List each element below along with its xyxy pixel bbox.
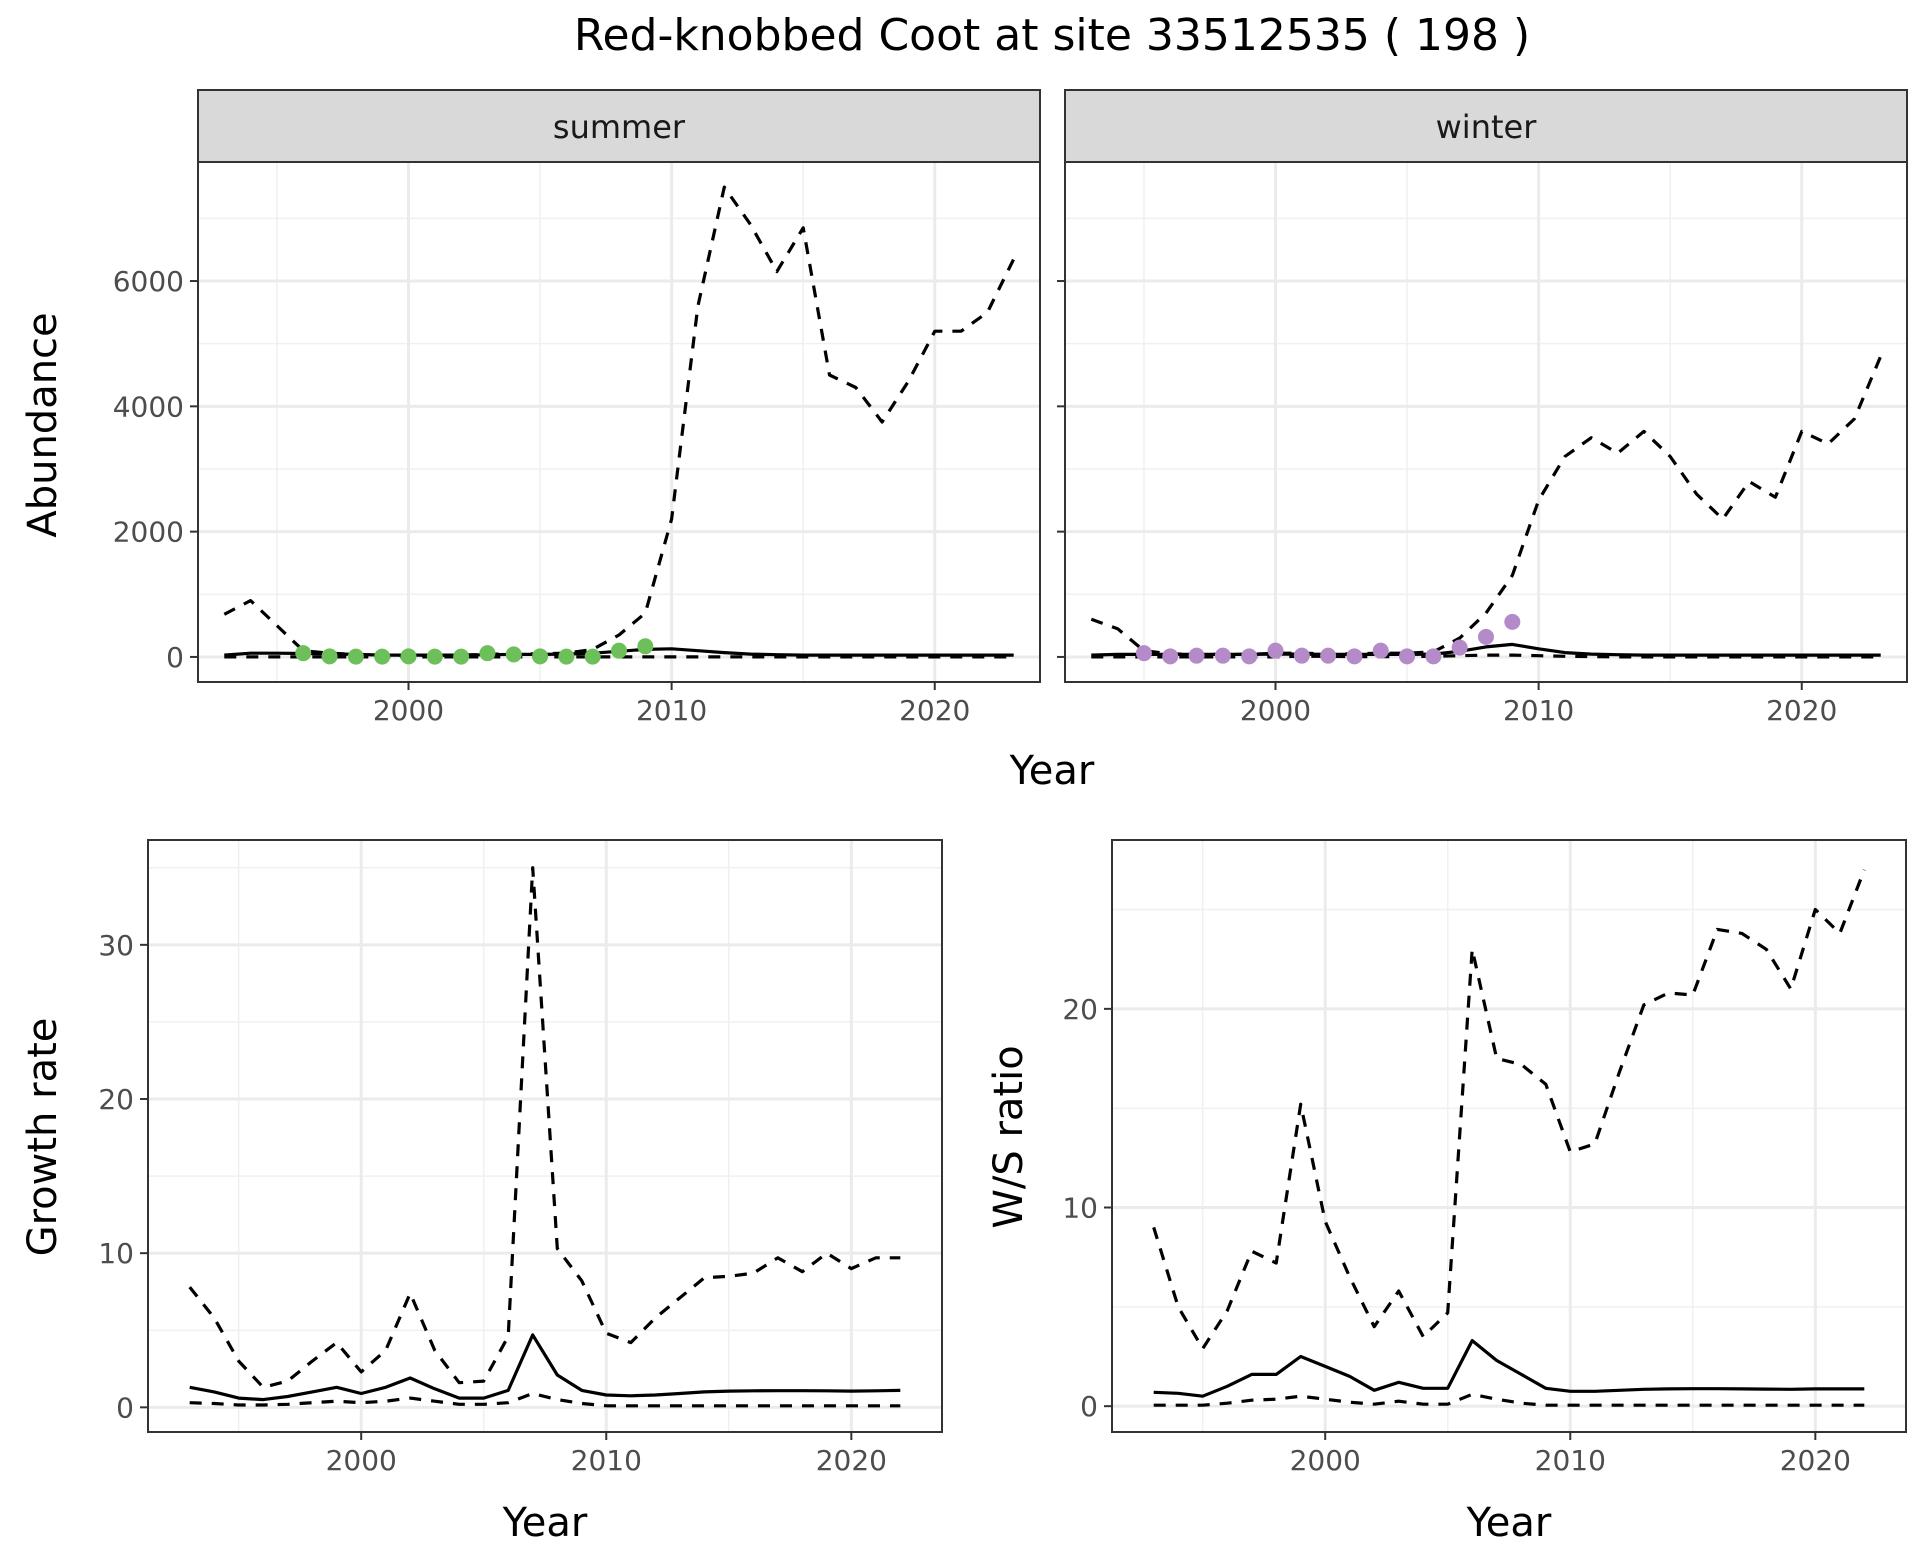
data-point-observed [584, 648, 601, 665]
data-point-observed [1504, 613, 1521, 630]
series-line-lower [1153, 1392, 1865, 1407]
series-line-mean [1153, 1338, 1865, 1398]
figure-title: Red-knobbed Coot at site 33512535 ( 198 … [574, 10, 1530, 61]
x-tick-label: 2000 [326, 1444, 397, 1477]
data-point-observed [1478, 628, 1494, 645]
data-point-observed [426, 648, 443, 665]
plot-area [1065, 162, 1907, 682]
facet-strip-summer: summer [197, 89, 1041, 163]
data-point-observed [321, 648, 338, 665]
panel-ws-ratio: 2000 2010 2020 0 10 20 [1062, 839, 1907, 1477]
data-point-observed [1214, 647, 1231, 664]
data-point-observed [295, 645, 312, 662]
data-point-observed [1425, 648, 1442, 665]
data-point-observed [558, 648, 575, 665]
series-line-lower [189, 1391, 901, 1408]
data-point-observed [611, 642, 627, 659]
facet-label-winter: winter [1436, 108, 1538, 146]
plot-area [148, 840, 942, 1432]
data-point-observed [347, 648, 364, 665]
growth-y-axis-title: Growth rate [20, 1018, 66, 1257]
plot-area [1112, 840, 1906, 1432]
data-point-observed [1346, 648, 1363, 665]
data-point-observed [1188, 647, 1205, 664]
data-point-observed [400, 648, 417, 665]
x-tick-label: 2020 [816, 1444, 887, 1477]
x-tick-label: 2020 [1766, 694, 1837, 727]
x-tick-label: 2000 [1290, 1444, 1361, 1477]
x-tick-label: 2010 [1503, 694, 1574, 727]
ws-y-axis-title: W/S ratio [986, 1045, 1032, 1228]
facet-label-summer: summer [553, 108, 686, 146]
data-point-observed [637, 638, 654, 655]
data-point-observed [1451, 639, 1468, 656]
panel-border [147, 839, 943, 1433]
data-point-observed [1320, 647, 1337, 664]
x-tick-label: 2010 [1535, 1444, 1606, 1477]
data-point-observed [1162, 648, 1179, 665]
data-point-observed [479, 645, 496, 662]
x-tick-label: 2020 [1780, 1444, 1851, 1477]
y-tick-label: 0 [116, 1391, 134, 1424]
facet-strip-winter: winter [1064, 89, 1908, 163]
data-point-observed [505, 646, 522, 663]
data-point-observed [1241, 648, 1258, 665]
panel-winter-abundance: 2000 2010 2020 [1057, 161, 1908, 727]
data-point-observed [1267, 642, 1284, 659]
panel-growth-rate: 2000 2010 2020 0 10 20 30 [98, 839, 943, 1477]
data-point-observed [1293, 647, 1310, 664]
panel-border [197, 161, 1041, 683]
top-x-axis-title: Year [1009, 748, 1095, 794]
data-point-observed [532, 648, 549, 665]
panel-border [1064, 161, 1908, 683]
series-line-mean [189, 1333, 901, 1402]
y-tick-label: 0 [1080, 1390, 1098, 1423]
x-tick-label: 2000 [373, 694, 444, 727]
ws-x-axis-title: Year [1466, 1500, 1552, 1546]
x-tick-label: 2020 [899, 694, 970, 727]
growth-x-axis-title: Year [502, 1500, 588, 1546]
y-tick-label: 10 [98, 1237, 134, 1270]
y-tick-label: 4000 [113, 390, 184, 423]
panel-summer-abundance: 2000 2010 2020 0 2000 4000 6000 [113, 161, 1041, 727]
x-tick-label: 2010 [636, 694, 707, 727]
panel-border [1111, 839, 1907, 1433]
plot-area [198, 162, 1040, 682]
data-point-observed [453, 648, 470, 665]
data-point-observed [1372, 642, 1389, 659]
data-point-observed [1399, 648, 1416, 665]
series-line-upper [188, 866, 901, 1389]
data-point-observed [1135, 645, 1152, 662]
data-point-observed [374, 648, 391, 665]
y-tick-label: 10 [1062, 1192, 1098, 1225]
y-tick-label: 6000 [113, 265, 184, 298]
top-y-axis-title: Abundance [20, 312, 66, 537]
x-tick-label: 2000 [1240, 694, 1311, 727]
series-line-upper [1152, 869, 1866, 1351]
y-tick-label: 20 [1062, 993, 1098, 1026]
x-tick-label: 2010 [571, 1444, 642, 1477]
y-tick-label: 0 [166, 641, 184, 674]
y-tick-label: 30 [98, 929, 134, 962]
y-tick-label: 2000 [113, 516, 184, 549]
y-tick-label: 20 [98, 1083, 134, 1116]
